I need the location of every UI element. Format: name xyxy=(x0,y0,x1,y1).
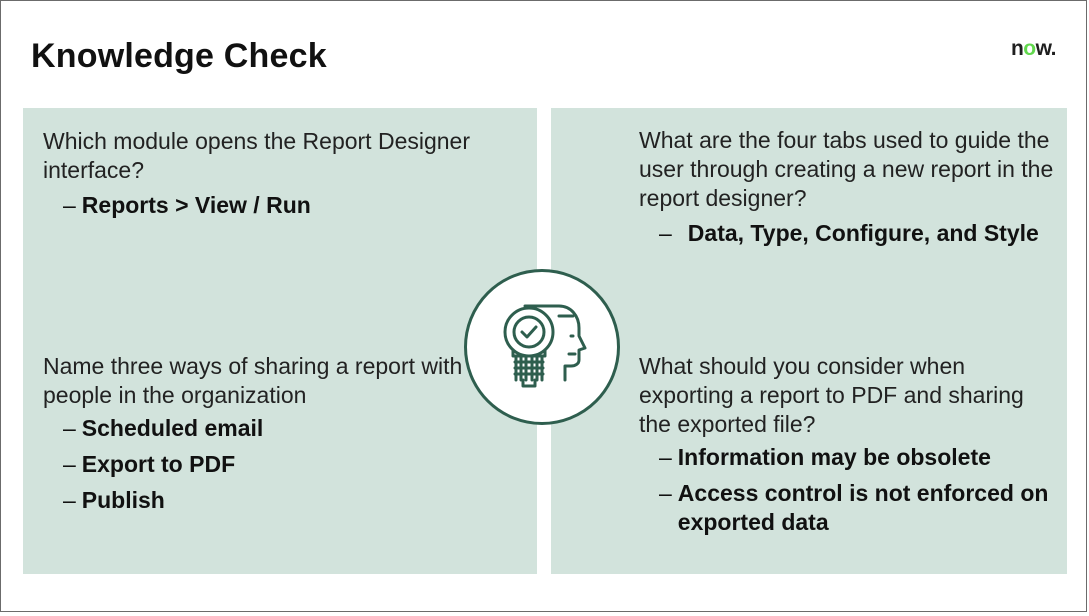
answer-text: Data, Type, Configure, and Style xyxy=(687,220,1039,246)
answer-dash: – xyxy=(659,480,672,506)
answer-item: – Access control is not enforced on expor… xyxy=(659,479,1059,537)
answer-dash: – xyxy=(63,192,76,218)
answer-text: Scheduled email xyxy=(81,415,264,441)
answer-dash: – xyxy=(63,451,76,477)
logo-n: n xyxy=(1010,37,1024,60)
answer-item: – Reports > View / Run xyxy=(63,187,523,223)
lightbulb-head-check-icon xyxy=(503,304,587,388)
answer-item: – Export to PDF xyxy=(63,446,523,482)
center-icon-circle xyxy=(464,269,620,425)
now-logo: now. xyxy=(1010,37,1057,61)
logo-w: w. xyxy=(1035,37,1057,60)
question-text: Which module opens the Report Designer i… xyxy=(43,128,471,183)
question-block-top-right: What are the four tabs used to guide the… xyxy=(639,126,1059,251)
slide-title: Knowledge Check xyxy=(31,37,327,75)
answer-text: Reports > View / Run xyxy=(81,192,311,218)
quadrant-bottom-left xyxy=(23,254,537,574)
answer-item: – Scheduled email xyxy=(63,410,523,446)
answer-item: – Publish xyxy=(63,482,523,518)
question-block-top-left: Which module opens the Report Designer i… xyxy=(43,127,523,223)
answer-text: Access control is not enforced on export… xyxy=(677,480,1049,535)
answer-text: Publish xyxy=(81,487,165,513)
quadrant-bottom-right xyxy=(551,254,1067,574)
answer-dash: – xyxy=(63,487,76,513)
question-text: What should you consider when exporting … xyxy=(639,353,1024,437)
answer-text: Information may be obsolete xyxy=(677,444,991,470)
answer-dash: – xyxy=(659,444,672,470)
question-text: Name three ways of sharing a report with… xyxy=(43,353,522,408)
question-block-bottom-left: Name three ways of sharing a report with… xyxy=(43,352,523,518)
answer-text: Export to PDF xyxy=(81,451,236,477)
answer-item: – Information may be obsolete xyxy=(659,439,1059,475)
question-block-bottom-right: What should you consider when exporting … xyxy=(639,352,1059,537)
quadrant-top-left xyxy=(23,108,537,254)
answer-dash: – xyxy=(63,415,76,441)
question-text: What are the four tabs used to guide the… xyxy=(639,127,1054,211)
quadrant-top-right xyxy=(551,108,1067,254)
logo-o: o xyxy=(1023,37,1036,60)
answer-dash: – xyxy=(659,220,672,246)
answer-item: – Data, Type, Configure, and Style xyxy=(659,215,1059,251)
